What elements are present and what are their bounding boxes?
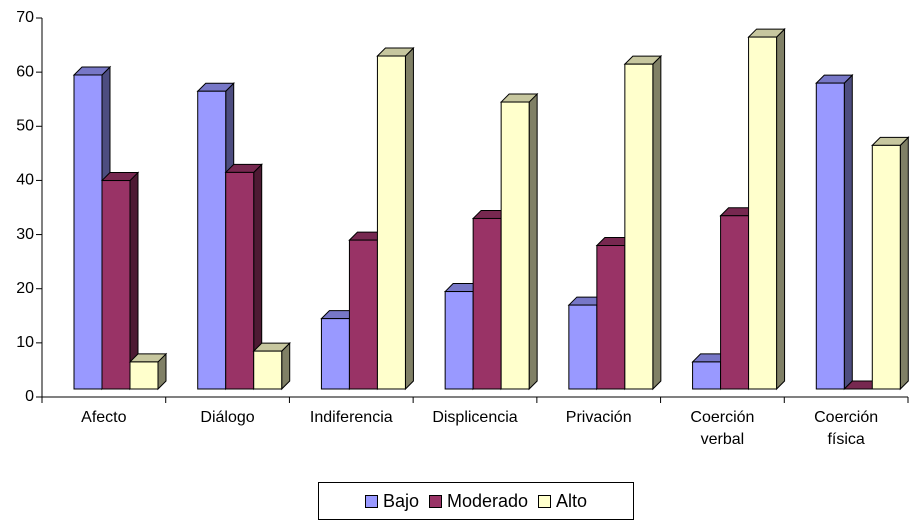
x-tick-label: Afecto: [81, 409, 127, 426]
bar-front: [129, 361, 159, 390]
bar-front: [73, 74, 103, 390]
legend-swatch: [538, 494, 552, 508]
bar-front: [720, 215, 750, 390]
x-tick-label: Privación: [565, 409, 632, 426]
legend: Bajo Moderado Alto: [318, 482, 634, 520]
bar-front: [624, 63, 654, 390]
x-tick-label: Indiferencia: [309, 409, 393, 426]
bar: [871, 136, 910, 391]
bar-front: [568, 304, 598, 390]
y-tick-label: 60: [16, 63, 34, 80]
x-tick-label: Coerción física: [814, 409, 879, 448]
legend-item: Bajo: [364, 490, 419, 512]
y-tick-label: 0: [25, 388, 34, 405]
bar-front: [815, 82, 845, 390]
x-tick-label: Displicencia: [432, 409, 518, 426]
bar-front: [472, 217, 502, 390]
plot: 0 10 20 30 40 50 60 70: [16, 9, 910, 405]
bar-front: [320, 318, 350, 390]
bar: [224, 163, 263, 391]
bar-side: [776, 27, 786, 391]
bar-front: [596, 245, 626, 390]
bar: [623, 54, 663, 391]
x-tick-label: Diálogo: [200, 409, 255, 426]
bar-front: [197, 90, 227, 390]
legend-label: Bajo: [382, 490, 419, 511]
bar-front: [348, 239, 378, 390]
bar: [128, 352, 168, 391]
legend-swatch: [428, 494, 442, 508]
bar: [376, 46, 415, 391]
bar-front: [748, 36, 778, 390]
bar-side: [528, 92, 538, 391]
bar-side: [899, 136, 909, 391]
bar-front: [376, 55, 406, 390]
bar-front: [444, 291, 474, 390]
y-tick-label: 70: [16, 9, 34, 26]
legend-item: Moderado: [428, 490, 529, 512]
x-tick-label: Coerción verbal: [690, 409, 755, 448]
bar-front: [253, 350, 283, 390]
bar-side: [652, 54, 662, 391]
bar-side: [843, 73, 853, 391]
y-tick-label: 50: [16, 118, 34, 135]
bar-front: [500, 101, 530, 390]
bar-front: [225, 171, 255, 390]
legend-swatch: [364, 494, 378, 508]
legend-label: Moderado: [446, 490, 529, 511]
legend-item: Alto: [538, 491, 587, 512]
bar: [100, 171, 140, 391]
bar-front: [692, 361, 722, 390]
y-tick-label: 10: [16, 334, 34, 351]
y-tick-label: 40: [16, 172, 34, 189]
bar: [815, 73, 854, 391]
bar: [252, 341, 291, 391]
bar-side: [404, 46, 414, 391]
legend-label: Alto: [556, 490, 588, 511]
bar-front: [871, 144, 901, 390]
bar: [747, 27, 786, 391]
y-tick-label: 30: [16, 226, 34, 243]
bar: [499, 92, 539, 391]
bar-front: [101, 180, 131, 390]
y-tick-label: 20: [16, 280, 34, 297]
